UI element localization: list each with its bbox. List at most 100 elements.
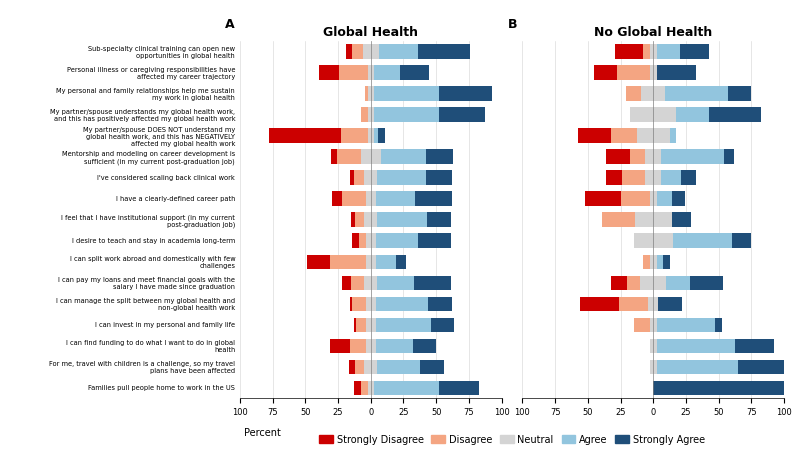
Bar [627, 276, 640, 290]
Bar [376, 234, 418, 248]
Bar [666, 276, 690, 290]
Bar [594, 65, 618, 80]
Bar [367, 87, 370, 101]
Bar [378, 213, 427, 227]
Bar [349, 360, 355, 374]
Bar [654, 170, 661, 185]
Bar [370, 191, 376, 206]
Bar [715, 317, 722, 332]
Bar [634, 317, 650, 332]
Bar [680, 44, 709, 59]
Bar [654, 213, 671, 227]
Bar [374, 87, 439, 101]
Bar [418, 44, 470, 59]
Bar [671, 213, 691, 227]
Title: No Global Health: No Global Health [594, 26, 712, 38]
Bar [426, 170, 452, 185]
Bar [378, 170, 426, 185]
Bar [361, 149, 370, 164]
Bar [654, 381, 784, 395]
Bar [366, 296, 370, 311]
Bar [356, 317, 366, 332]
Bar [681, 170, 696, 185]
Bar [376, 255, 396, 269]
Bar [342, 128, 367, 143]
Bar [342, 276, 351, 290]
Bar [606, 170, 622, 185]
Bar [614, 44, 643, 59]
Bar [650, 317, 654, 332]
Bar [635, 213, 654, 227]
Bar [648, 296, 654, 311]
Bar [370, 276, 378, 290]
Bar [359, 234, 366, 248]
Bar [634, 234, 654, 248]
Bar [724, 149, 734, 164]
Bar [376, 338, 413, 353]
Bar [650, 44, 654, 59]
Bar [354, 170, 364, 185]
Bar [381, 149, 426, 164]
Bar [370, 317, 376, 332]
Bar [738, 360, 787, 374]
Bar [338, 65, 367, 80]
Bar [319, 65, 338, 80]
Bar [413, 338, 436, 353]
Bar [374, 108, 439, 122]
Bar [370, 44, 378, 59]
Bar [361, 108, 367, 122]
Bar [331, 191, 342, 206]
Bar [364, 170, 370, 185]
Bar [650, 255, 654, 269]
Bar [350, 170, 354, 185]
Bar [606, 149, 630, 164]
Bar [370, 360, 378, 374]
Bar [661, 149, 724, 164]
Bar [376, 317, 431, 332]
Bar [354, 317, 356, 332]
Bar [640, 276, 654, 290]
Bar [418, 234, 450, 248]
Bar [367, 65, 370, 80]
Bar [654, 191, 657, 206]
Bar [650, 191, 654, 206]
Bar [658, 296, 682, 311]
Legend: Strongly Disagree, Disagree, Neutral, Agree, Strongly Agree: Strongly Disagree, Disagree, Neutral, Ag… [315, 431, 709, 448]
Bar [400, 65, 429, 80]
Bar [428, 296, 452, 311]
Bar [353, 296, 366, 311]
Bar [431, 317, 454, 332]
Bar [364, 276, 370, 290]
Bar [654, 44, 657, 59]
Bar [618, 65, 650, 80]
Bar [421, 360, 444, 374]
Bar [374, 65, 400, 80]
Bar [654, 338, 657, 353]
Bar [657, 360, 738, 374]
Bar [370, 170, 378, 185]
Bar [350, 296, 353, 311]
Bar [650, 360, 654, 374]
Text: Percent: Percent [244, 428, 281, 438]
Bar [654, 234, 673, 248]
Bar [338, 149, 361, 164]
Bar [426, 149, 453, 164]
Bar [657, 338, 735, 353]
Bar [361, 381, 367, 395]
Bar [672, 191, 686, 206]
Bar [370, 255, 376, 269]
Bar [350, 338, 366, 353]
Bar [665, 87, 728, 101]
Text: B: B [508, 17, 518, 31]
Bar [414, 276, 450, 290]
Bar [439, 108, 485, 122]
Bar [363, 44, 370, 59]
Bar [670, 128, 676, 143]
Bar [580, 296, 619, 311]
Bar [378, 128, 385, 143]
Bar [370, 149, 381, 164]
Bar [367, 381, 370, 395]
Bar [351, 276, 364, 290]
Bar [654, 360, 657, 374]
Bar [378, 44, 418, 59]
